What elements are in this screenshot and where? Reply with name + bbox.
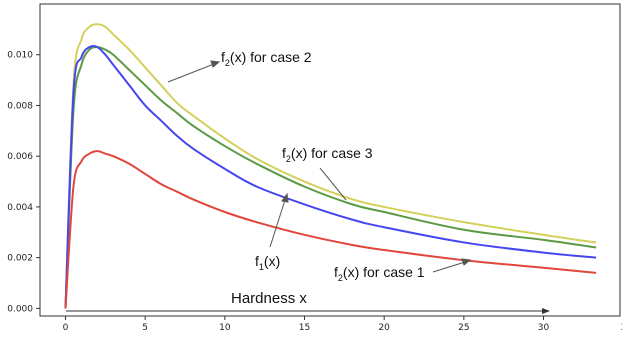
x-tick-label: 10 <box>219 323 231 333</box>
x-tick-label: 25 <box>458 323 469 333</box>
y-tick-label: 0.000 <box>7 304 33 314</box>
y-tick-label: 0.006 <box>7 152 33 162</box>
y-tick-label: 0.002 <box>7 254 33 264</box>
x-tick-label: 30 <box>538 323 550 333</box>
x-axis-label: Hardness x <box>231 290 307 307</box>
y-tick-label: 0.010 <box>7 51 33 61</box>
y-tick-label: 0.004 <box>7 203 33 213</box>
x-tick-label: 0 <box>63 323 69 333</box>
x-tick-label: 5 <box>142 323 148 333</box>
x-tick-label: 20 <box>378 323 390 333</box>
y-tick-label: 0.008 <box>7 101 33 111</box>
x-tick-label: 15 <box>299 323 310 333</box>
